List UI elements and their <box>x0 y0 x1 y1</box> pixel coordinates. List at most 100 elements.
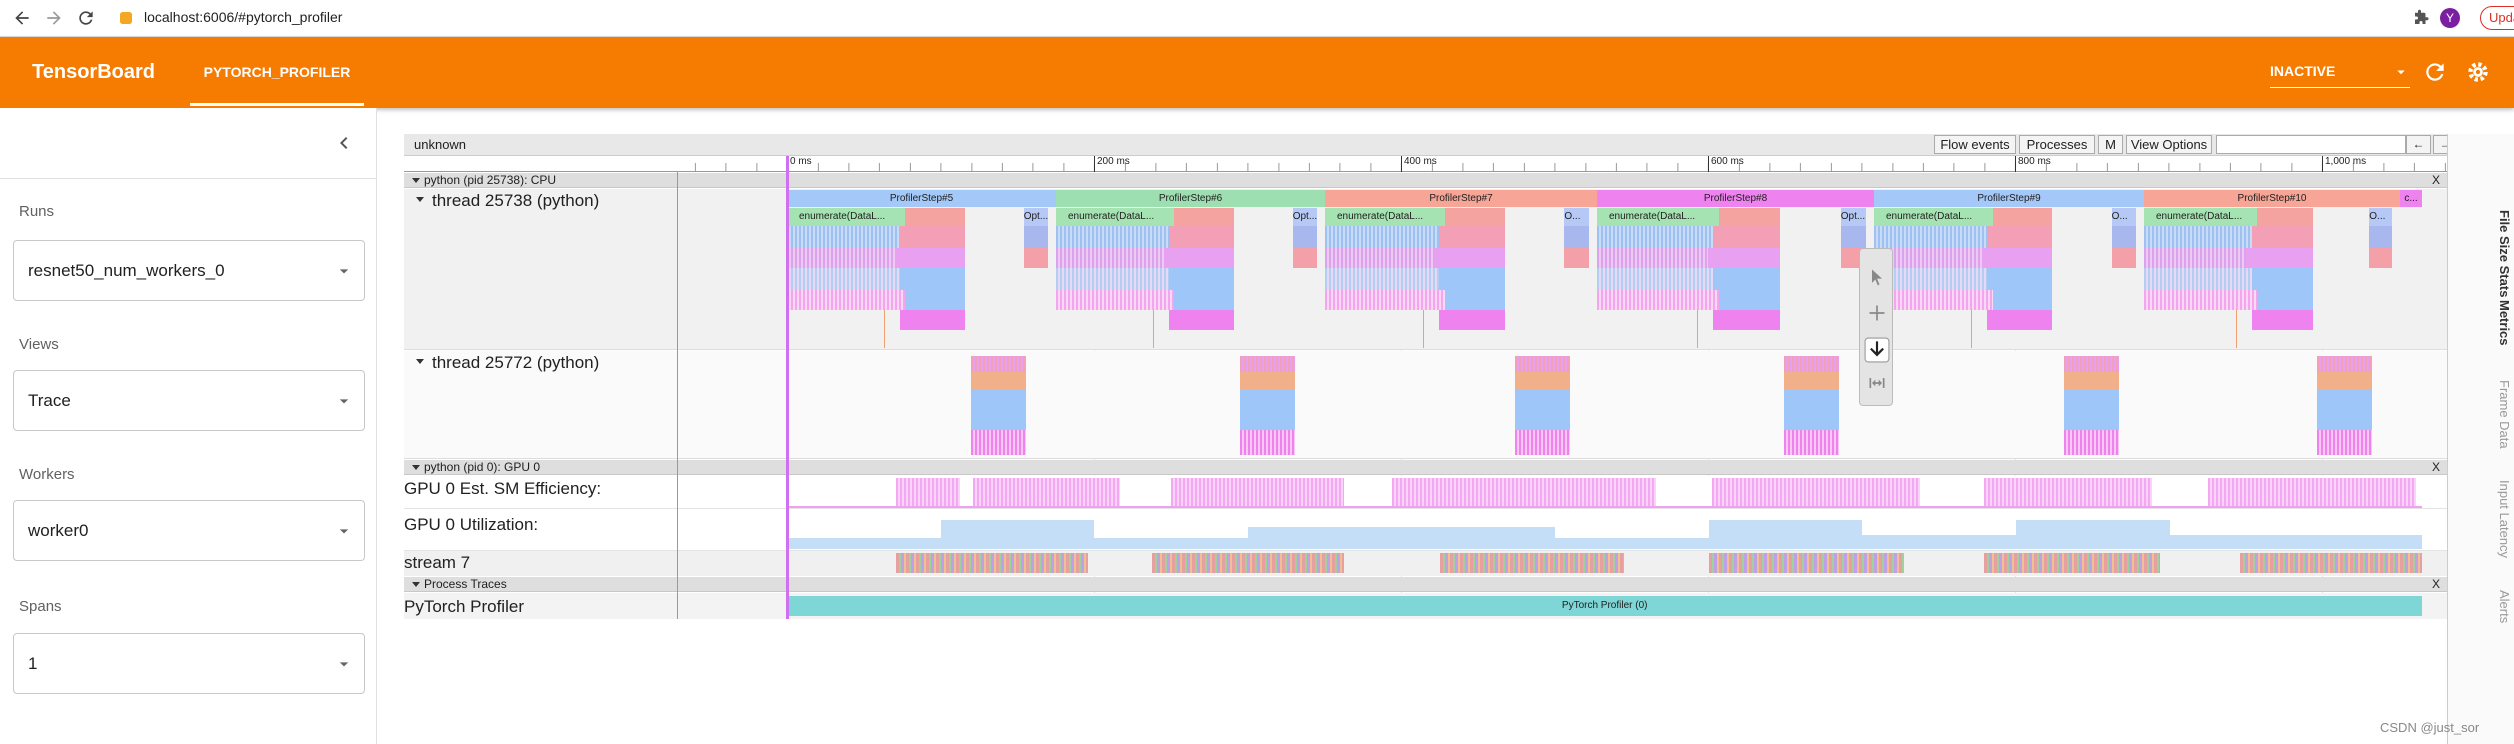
cpu-slice[interactable] <box>1718 208 1780 226</box>
toolbar-button[interactable]: Processes <box>2019 135 2095 154</box>
extensions-button[interactable] <box>2412 9 2430 27</box>
utilization-area <box>1094 538 1248 549</box>
kernel-slices[interactable] <box>1152 553 1344 573</box>
cpu-slice <box>2317 430 2372 455</box>
select-value: resnet50_num_workers_0 <box>28 261 225 280</box>
cpu-slice[interactable] <box>2256 208 2313 226</box>
kernel-slices[interactable] <box>1984 553 2160 573</box>
select-box[interactable]: worker0 <box>13 500 365 561</box>
select-tool[interactable] <box>1867 267 1887 287</box>
cpu-slice <box>1439 310 1505 330</box>
cpu-slice <box>1874 226 1993 248</box>
enumerate-slice[interactable]: enumerate(DataL... <box>1325 208 1445 226</box>
cpu-slice <box>2111 226 2136 248</box>
toolbar-button[interactable]: Flow events <box>1934 135 2016 154</box>
cpu-slice <box>1597 248 1719 268</box>
side-tab[interactable]: File Size Stats <box>2497 210 2512 298</box>
update-button[interactable]: Upda <box>2480 6 2514 30</box>
url[interactable]: localhost:6006/#pytorch_profiler <box>144 9 343 25</box>
optimizer-slice[interactable]: O... <box>2369 208 2393 226</box>
kernel-slices[interactable] <box>1708 553 1904 573</box>
side-tab[interactable]: Alerts <box>2497 590 2512 624</box>
optimizer-slice[interactable]: Opt... <box>1840 208 1866 226</box>
process-name: python (pid 25738): CPU <box>424 173 557 187</box>
select-box[interactable]: resnet50_num_workers_0 <box>13 240 365 301</box>
profiler-step-slice[interactable]: ProfilerStep#8 <box>1597 190 1874 207</box>
optimizer-slice[interactable]: Opt... <box>1023 208 1048 226</box>
sm-efficiency <box>896 478 960 506</box>
cpu-slice <box>1713 268 1780 310</box>
profiler-row-label: PyTorch Profiler <box>404 597 524 616</box>
settings-button[interactable] <box>2465 59 2491 85</box>
profiler-step-slice[interactable]: ProfilerStep#7 <box>1325 190 1597 207</box>
ruler-major-tick <box>2322 156 2323 172</box>
kernel-slices[interactable] <box>2240 553 2423 573</box>
close-button[interactable]: X <box>2431 173 2440 187</box>
pan-tool[interactable] <box>1867 303 1887 323</box>
profiler-step-slice[interactable]: ProfilerStep#5 <box>787 190 1056 207</box>
avatar[interactable]: Y <box>2440 8 2460 28</box>
enumerate-slice[interactable]: enumerate(DataL... <box>1597 208 1719 226</box>
cpu-slice[interactable] <box>1992 208 2053 226</box>
side-tab[interactable]: Frame Data <box>2497 380 2512 449</box>
process-name: Process Traces <box>424 577 507 591</box>
close-button[interactable]: X <box>2431 577 2440 591</box>
enumerate-slice[interactable]: enumerate(DataL... <box>1056 208 1175 226</box>
cpu-slice <box>1784 356 1839 372</box>
cpu-slice <box>1515 390 1570 430</box>
cpu-slice <box>787 290 906 310</box>
utilization-area <box>2016 520 2170 549</box>
cpu-slice <box>2317 390 2372 430</box>
cpu-slice <box>1713 310 1780 330</box>
nav-button[interactable]: ← <box>2406 135 2431 154</box>
enumerate-slice[interactable]: enumerate(DataL... <box>1874 208 1993 226</box>
reload-button[interactable] <box>76 8 96 28</box>
optimizer-slice[interactable]: Opt... <box>1292 208 1317 226</box>
cpu-slice <box>1168 268 1234 310</box>
timing-tool[interactable] <box>1867 373 1887 393</box>
cpu-slice[interactable] <box>1174 208 1234 226</box>
brand: TensorBoard <box>32 61 155 83</box>
cpu-slice <box>1707 248 1780 268</box>
profiler-step-slice[interactable]: ProfilerStep#10 <box>2144 190 2400 207</box>
status-select[interactable]: INACTIVE <box>2270 63 2336 79</box>
icon-svg <box>2468 62 2488 82</box>
close-button[interactable]: X <box>2431 460 2440 474</box>
cpu-slice <box>1564 248 1589 268</box>
select-box[interactable]: Trace <box>13 370 365 431</box>
zoom-tool[interactable] <box>1864 337 1890 363</box>
kernel-slices[interactable] <box>1440 553 1624 573</box>
toolbar-button[interactable]: View Options <box>2126 135 2212 154</box>
select-box[interactable]: 1 <box>13 633 365 694</box>
label-divider <box>677 172 678 619</box>
collapse-button[interactable] <box>332 131 356 155</box>
thread-name: thread 25738 (python) <box>432 191 600 210</box>
kernel-slices[interactable] <box>896 553 1088 573</box>
cpu-slice[interactable] <box>1444 208 1505 226</box>
cpu-slice[interactable] <box>905 208 965 226</box>
forward-button[interactable] <box>44 8 64 28</box>
enumerate-slice[interactable]: enumerate(DataL... <box>787 208 906 226</box>
side-panel <box>2447 134 2514 744</box>
refresh-button[interactable] <box>2422 59 2448 85</box>
profiler-slice[interactable]: PyTorch Profiler (0) <box>787 596 2423 616</box>
enumerate-slice[interactable]: enumerate(DataL... <box>2144 208 2257 226</box>
optimizer-slice[interactable]: O... <box>2111 208 2136 226</box>
profiler-step-slice[interactable]: ProfilerStep#6 <box>1056 190 1325 207</box>
search-box[interactable] <box>2216 135 2406 154</box>
profiler-step-slice[interactable]: c... <box>2400 190 2422 207</box>
cpu-slice <box>1597 226 1719 248</box>
back-button[interactable] <box>12 8 32 28</box>
profiler-step-slice[interactable]: ProfilerStep#9 <box>1874 190 2144 207</box>
cpu-slice <box>971 390 1026 430</box>
icon-svg <box>339 662 349 667</box>
select-arrow <box>334 261 354 281</box>
cpu-slice <box>1056 248 1175 268</box>
optimizer-slice[interactable]: O... <box>1564 208 1589 226</box>
plugin-tab[interactable]: PYTORCH_PROFILER <box>203 64 351 80</box>
cpu-slice <box>2251 310 2313 330</box>
side-tab[interactable]: Input Latency <box>2497 480 2512 559</box>
toolbar-button[interactable]: M <box>2098 135 2123 154</box>
icon-svg <box>1869 305 1885 321</box>
side-tab[interactable]: Metrics <box>2497 300 2512 346</box>
